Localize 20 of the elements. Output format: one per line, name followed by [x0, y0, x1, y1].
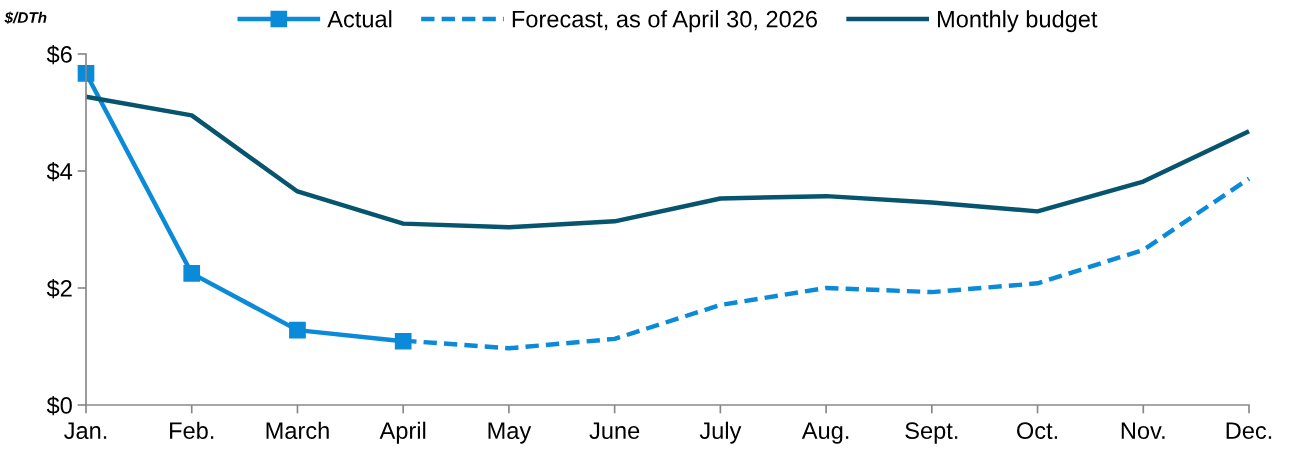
x-tick-label: Nov. [1121, 422, 1165, 440]
x-tick-label: Oct. [1017, 422, 1058, 440]
y-tick-label: $4 [46, 162, 73, 182]
x-tick-label: June [589, 422, 640, 440]
y-tick-label: $6 [46, 45, 72, 65]
legend-label: Forecast, as of April 30, 2026 [512, 10, 817, 33]
x-tick-label: May [488, 422, 532, 444]
x-tick-label: April [379, 421, 426, 444]
y-tick-label: $0 [46, 396, 72, 416]
y-tick-label: $2 [46, 279, 72, 299]
x-tick-label: Dec. [1226, 422, 1272, 440]
x-tick-label: Sept. [905, 422, 958, 444]
x-tick-label: July [699, 421, 742, 444]
x-tick-label: March [266, 421, 329, 440]
legend-label: Actual [327, 10, 392, 28]
x-tick-label: Jan. [64, 422, 107, 440]
y-axis-title: $/DTh [4, 11, 47, 24]
legend-label: Monthly budget [937, 10, 1098, 33]
x-tick-label: Aug. [801, 422, 849, 444]
x-tick-label: Feb. [170, 421, 214, 440]
